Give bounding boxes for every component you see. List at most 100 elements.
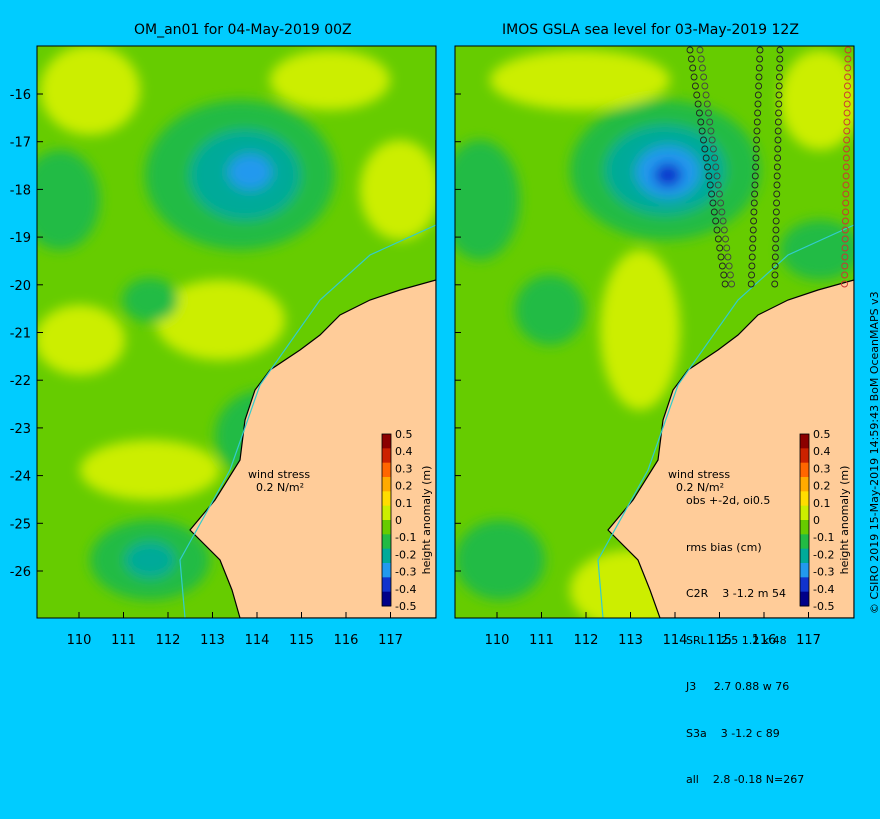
obs-marker [714, 181, 722, 189]
obs-marker [713, 226, 721, 234]
colorbar-swatch [800, 462, 809, 478]
lon-tick-label: 114 [245, 633, 270, 648]
lat-tick-label: -23 [10, 422, 31, 437]
colorbar-tick-label: 0.5 [813, 428, 831, 441]
figure: OM_an01 for 04-May-2019 00Z IMOS GSLA se… [10, 22, 880, 786]
lon-tick-label: 114 [663, 633, 688, 648]
obs-marker [842, 163, 850, 171]
lon-tick-label: 110 [67, 633, 92, 648]
obs-marker [842, 208, 850, 216]
obs-marker [704, 163, 711, 171]
obs-marker [773, 163, 781, 171]
obs-marker [841, 235, 849, 243]
colorbar-tick-label: -0.4 [395, 583, 416, 596]
colorbar-swatch [382, 520, 391, 535]
colorbar-tick-label: -0.5 [395, 600, 416, 613]
obs-marker [775, 100, 783, 108]
obs-marker [724, 253, 732, 261]
obs-marker [775, 91, 783, 99]
obs-marker [709, 145, 717, 153]
obs-marker [721, 280, 729, 288]
obs-marker [722, 235, 729, 243]
colorbar-swatch [382, 434, 391, 449]
colorbar-swatch [382, 577, 391, 593]
obs-marker [842, 199, 850, 207]
stats-row: S3a 3 -1.2 c 89 [686, 726, 780, 740]
colorbar-swatch [382, 505, 391, 521]
colorbar-left: 0.5 0.4 0.3 0.2 0.1 0 -0.1 -0.2 -0.3 -0.4 -0.5 heig… [381, 428, 433, 613]
obs-marker [749, 244, 757, 252]
stats-header: obs +-2d, oi0.5 [686, 494, 771, 507]
obs-marker [716, 244, 724, 252]
obs-marker [747, 280, 755, 288]
obs-marker [774, 118, 782, 126]
obs-marker [842, 154, 850, 162]
obs-marker [844, 82, 851, 90]
left-panel-title: OM_an01 for 04-May-2019 00Z [134, 22, 352, 38]
colorbar-tick-label: -0.1 [813, 531, 834, 544]
obs-marker [753, 118, 761, 126]
colorbar-tick-label: 0.2 [395, 480, 413, 493]
obs-marker [709, 199, 717, 207]
colorbar-tick-label: -0.3 [813, 566, 834, 579]
colorbar-swatch [382, 591, 391, 607]
obs-marker [772, 208, 780, 216]
colorbar-right: 0.5 0.4 0.3 0.2 0.1 0 -0.1 -0.2 -0.3 -0.4 -0.5 heig… [799, 428, 851, 613]
left-wind-scale: 0.2 N/m² [256, 481, 305, 494]
obs-marker [771, 271, 779, 279]
colorbar-swatch [382, 534, 391, 550]
colorbar-label: height anomaly (m) [420, 466, 433, 575]
obs-marker [711, 154, 719, 162]
obs-marker [751, 172, 759, 180]
obs-marker [841, 271, 849, 279]
obs-marker [776, 64, 784, 72]
lon-tick-label: 112 [156, 633, 181, 648]
obs-marker [702, 154, 710, 162]
lat-tick-label: -24 [10, 470, 31, 485]
obs-marker [844, 73, 852, 81]
colorbar-swatch [800, 577, 809, 593]
colorbar-swatch [382, 477, 391, 492]
lon-tick-label: 116 [752, 633, 777, 648]
obs-marker [707, 127, 715, 135]
colorbar-swatch [382, 563, 391, 578]
stats-table: obs +-2d, oi0.5 rms bias (cm) C2R 3 -1.2… [686, 462, 804, 819]
obs-marker [755, 73, 763, 81]
colorbar-tick-label: 0.1 [813, 497, 831, 510]
colorbar-tick-label: 0.4 [813, 445, 831, 458]
obs-marker [841, 262, 849, 270]
obs-marker [703, 100, 711, 108]
colorbar-tick-label: 0.3 [395, 462, 413, 475]
obs-marker [776, 46, 784, 54]
obs-marker [773, 199, 781, 207]
maps-svg: 110 111 112 113 114 115 116 117 -16 -17 -18 -19 -20 -… [10, 45, 855, 648]
right-wind-label: wind stress [668, 468, 731, 481]
obs-marker [697, 55, 705, 63]
colorbar-tick-label: 0 [395, 514, 402, 527]
obs-marker [774, 154, 782, 162]
obs-marker [700, 73, 708, 81]
obs-marker [720, 271, 728, 279]
obs-marker [748, 253, 756, 261]
obs-marker [749, 235, 757, 243]
lat-tick-label: -22 [10, 374, 31, 389]
colorbar-swatch [800, 591, 809, 607]
left-map [37, 46, 436, 618]
obs-marker [841, 244, 849, 252]
obs-marker [687, 55, 695, 63]
obs-marker [774, 127, 782, 135]
obs-marker [717, 199, 725, 207]
lon-tick-label: 111 [529, 633, 554, 648]
axes: 110 111 112 113 114 115 116 117 -16 -17 -18 -19 -20 -… [10, 88, 821, 648]
obs-marker [701, 82, 709, 90]
obs-marker [775, 109, 783, 117]
obs-marker [753, 127, 761, 135]
obs-marker [843, 145, 850, 153]
lon-tick-label: 116 [334, 633, 359, 648]
right-wind-legend: wind stress 0.2 N/m² [668, 468, 730, 494]
stats-row: C2R 3 -1.2 m 54 [686, 587, 786, 600]
obs-marker [771, 262, 779, 270]
colorbar-swatch [800, 505, 809, 521]
obs-marker [752, 145, 760, 153]
obs-marker [701, 145, 709, 153]
